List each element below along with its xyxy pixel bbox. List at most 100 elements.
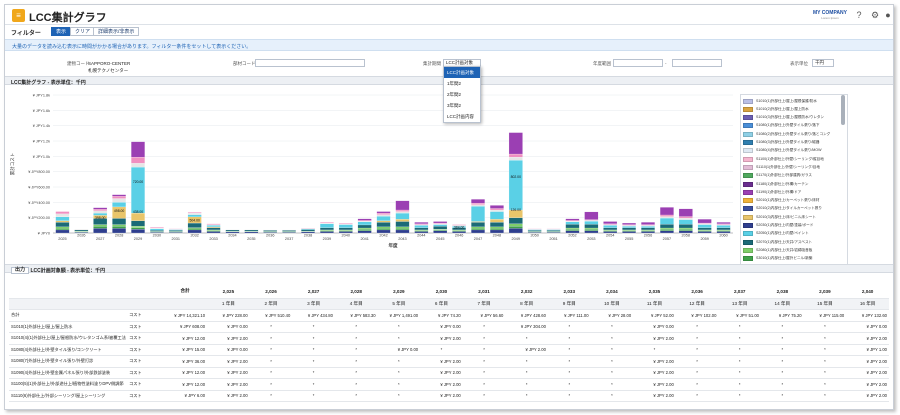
- bar-segment: [622, 230, 637, 232]
- bar-segment: [414, 230, 429, 232]
- legend-swatch: [743, 231, 753, 237]
- building-code-value[interactable]: SAPPORO-CENTER: [88, 61, 131, 66]
- bar-data-label: 384.00: [454, 225, 464, 229]
- toggle-detail-button[interactable]: 詳細表示/非表示: [93, 27, 140, 36]
- legend-item[interactable]: S1190(1)外部仕上/外構/ドア: [743, 188, 843, 196]
- row-cost-cell: *: [761, 321, 804, 333]
- company-name: MY COMPANY: [813, 10, 847, 16]
- bar-segment: [112, 218, 127, 225]
- period-option[interactable]: 2年間2: [447, 92, 462, 97]
- table-row[interactable]: S1010(4)(1)外部仕上/屋上/屋根防水/ウレタンゴム系/被覆工法 コスト ¥…: [9, 332, 889, 345]
- header-blank: [127, 285, 164, 299]
- bar-segment: [376, 222, 391, 227]
- table-row[interactable]: S1090(4)外部仕上/外壁金属パネル張り/外部鉄部塗装 コスト ¥ JPY 12…: [9, 367, 889, 379]
- row-cost-cell: *: [292, 332, 335, 345]
- part-code-input[interactable]: [255, 59, 365, 67]
- legend-item[interactable]: S2010(1)内部仕上/カーペット張り/床材: [743, 197, 843, 205]
- show-button[interactable]: 表示: [51, 27, 72, 36]
- table-row[interactable]: S1110(6)外部仕上/外部シーリング/屋上シーリング コスト ¥ JPY 6.0…: [9, 390, 889, 402]
- legend-item[interactable]: S2080(1)内部仕上/天井/岩綿吸音板: [743, 246, 843, 254]
- x-tick-label: 2053: [587, 237, 595, 241]
- legend-item[interactable]: S1010(3)外部仕上/屋上/屋根防水/ウレタン: [743, 114, 843, 122]
- bar-segment: [55, 226, 70, 229]
- row-cost-cell: *: [718, 321, 762, 333]
- legend-swatch: [743, 106, 753, 112]
- legend-item[interactable]: S1080(1)外部仕上/外壁タイル張り/落下: [743, 122, 843, 130]
- row-cost-cell: *: [505, 367, 548, 379]
- info-banner: 大量のデータを読み込む表示に時間がかかる場合があります。フィルター条件をセットし…: [5, 39, 893, 51]
- legend-item[interactable]: S1110(1)外部仕上/外壁/シーリング/目地: [743, 163, 843, 171]
- bar-segment: [471, 229, 485, 234]
- period-option[interactable]: 3年間2: [447, 103, 462, 108]
- bar-segment: [187, 228, 202, 231]
- legend-item[interactable]: S1100(1)外部仕上/外壁/シーリング/縦目地: [743, 155, 843, 163]
- bar-segment: [319, 227, 334, 231]
- bar-segment: [584, 220, 599, 222]
- x-tick-label: 2039: [323, 237, 331, 241]
- legend-item[interactable]: S3010(1)内部仕上/屋外ビニル/新築: [743, 255, 843, 263]
- clear-button[interactable]: クリア: [70, 27, 96, 36]
- legend-item[interactable]: S1080(2)外部仕上/外壁タイル張り/落とコング: [743, 130, 843, 138]
- output-button[interactable]: 出力: [11, 267, 30, 274]
- row-cost-cell: ¥ JPY 0.00: [633, 321, 676, 333]
- bar-segment: [659, 214, 674, 217]
- unit-select[interactable]: 千円: [812, 59, 834, 67]
- table-row[interactable]: S1010(1)外部仕上/屋上/屋上防水 コスト ¥ JPY 608.00 ¥ JPY…: [9, 321, 889, 333]
- legend-item[interactable]: S1080(3)外部仕上/外壁タイル張り/磁器: [743, 139, 843, 147]
- row-cost-cell: *: [718, 355, 762, 368]
- bar-segment: [452, 229, 467, 231]
- settings-icon[interactable]: ⚙: [870, 10, 880, 20]
- legend-label: S1110(1)外部仕上/外壁/シーリング/目地: [756, 164, 820, 169]
- legend-item[interactable]: S1010(2)外部仕上/屋上/屋上防水: [743, 105, 843, 113]
- header-year: 2,029: [377, 285, 421, 299]
- x-axis-title: 年度: [389, 242, 398, 249]
- legend-item[interactable]: S2050(1)内部仕上/内壁/ペイント: [743, 230, 843, 238]
- legend-item[interactable]: S1180(1)外部仕上/外構/カーテン: [743, 180, 843, 188]
- table-row[interactable]: S1080(7)外部仕上/外壁タイル張り/外壁打診 コスト ¥ JPY 36.00 ¥…: [9, 355, 889, 368]
- row-cost-cell: ¥ JPY 2.00: [633, 332, 676, 345]
- table-row[interactable]: S1100(5)(1)外部仕上/外部途仕上/植物性塗料塗りDPV側調節 コスト ¥ …: [9, 378, 889, 391]
- year-to-input[interactable]: [672, 59, 722, 67]
- row-cost-cell: ¥ JPY 111.00: [547, 309, 591, 322]
- legend-item[interactable]: S2070(1)内部仕上/天井/アスベスト: [743, 238, 843, 246]
- bar-segment: [471, 226, 485, 229]
- bar-segment: [603, 225, 618, 228]
- period-option[interactable]: 1年間2: [447, 81, 462, 86]
- row-kind: コスト: [127, 390, 164, 402]
- row-cost-cell: *: [292, 378, 335, 391]
- bar-segment: [93, 226, 108, 229]
- bar-segment: [376, 214, 391, 217]
- bar-data-label: 802.00: [511, 175, 521, 179]
- legend-scrollbar[interactable]: [841, 95, 845, 125]
- legend-item[interactable]: S1170(1)外部仕上/外部建具/ガラス: [743, 172, 843, 180]
- table-row[interactable]: 合計 コスト ¥ JPY 14,321.10 ¥ JPY 228.00 ¥ JPY 51…: [9, 309, 889, 322]
- period-option[interactable]: LCC計画内容: [447, 114, 475, 119]
- legend-item[interactable]: S2030(1)内部仕上/内壁/塗装/ボード: [743, 222, 843, 230]
- legend-swatch: [743, 140, 753, 145]
- y-tick-label: ¥ JPY400.00: [28, 201, 50, 205]
- row-cost-cell: *: [334, 378, 378, 391]
- user-icon[interactable]: ●: [885, 10, 891, 20]
- table-row[interactable]: S1080(4)外部仕上/外壁タイル張り/コンクリート コスト ¥ JPY 15.0…: [9, 344, 889, 356]
- y-tick-label: ¥ JPY1.0k: [33, 155, 50, 159]
- bar-segment: [508, 160, 523, 211]
- bar-segment: [93, 224, 108, 227]
- bar-data-label: 504.00: [189, 219, 199, 223]
- row-cost-cell: *: [803, 332, 847, 345]
- row-cost-cell: *: [377, 390, 421, 402]
- bar-segment: [301, 229, 315, 232]
- bar-segment: [338, 229, 353, 231]
- help-icon[interactable]: ?: [856, 10, 862, 20]
- bar-segment: [697, 230, 712, 232]
- period-option[interactable]: LCC計画対象: [444, 67, 480, 78]
- row-cost-cell: *: [462, 355, 506, 368]
- x-tick-label: 2031: [172, 237, 180, 241]
- bar-segment: [206, 225, 221, 227]
- legend-item[interactable]: S1080(4)外部仕上/外壁タイル張り/MOW: [743, 147, 843, 155]
- legend-item[interactable]: S1010(1)外部仕上/屋上/屋根保護/防水: [743, 97, 843, 105]
- row-item-name: 合計: [9, 309, 128, 322]
- year-from-input[interactable]: [613, 59, 663, 67]
- legend-item[interactable]: S2010(3)内部仕上/床/ビニル床シート: [743, 213, 843, 221]
- legend-item[interactable]: S2010(2)内部仕上/タイルカーペット張り: [743, 205, 843, 213]
- bar-segment: [131, 166, 145, 214]
